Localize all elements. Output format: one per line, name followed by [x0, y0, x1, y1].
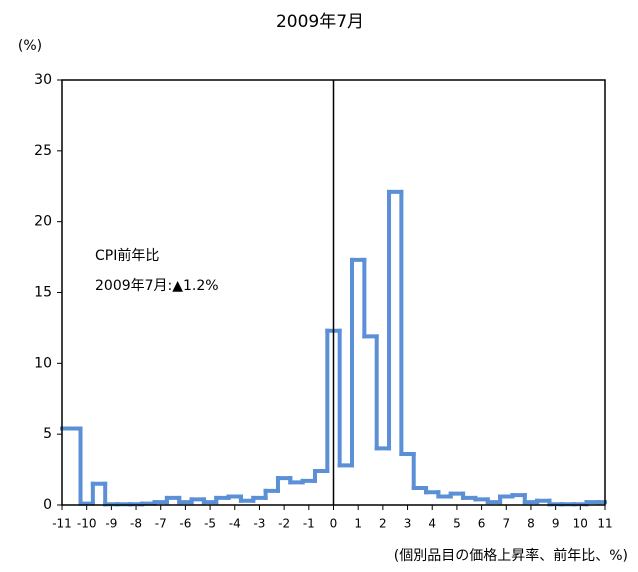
- x-tick-label: -4: [229, 517, 241, 531]
- annotation: CPI前年比: [95, 247, 159, 264]
- y-tick-label: 15: [34, 285, 52, 301]
- chart-title: 2009年7月: [276, 12, 364, 32]
- x-tick-label: 0: [330, 517, 338, 531]
- x-tick-label: 5: [453, 517, 461, 531]
- annotation: 2009年7月:▲1.2%: [95, 278, 219, 294]
- y-tick-label: 20: [34, 214, 52, 230]
- x-tick-label: 2: [379, 517, 387, 531]
- x-tick-label: 8: [527, 517, 535, 531]
- x-tick-label: 7: [502, 517, 510, 531]
- x-tick-label: -9: [105, 517, 117, 531]
- x-tick-label: -2: [278, 517, 290, 531]
- y-tick-label: 10: [34, 355, 52, 371]
- x-tick-label: 4: [428, 517, 436, 531]
- x-tick-label: -5: [204, 517, 216, 531]
- x-tick-label: 9: [552, 517, 560, 531]
- x-tick-label: -11: [52, 517, 72, 531]
- y-tick-label: 5: [43, 426, 52, 442]
- x-tick-label: 3: [404, 517, 412, 531]
- x-tick-label: -6: [179, 517, 191, 531]
- y-tick-label: 25: [34, 143, 52, 159]
- x-tick-label: 1: [354, 517, 362, 531]
- x-tick-label: 11: [597, 517, 612, 531]
- y-tick-label: 0: [43, 497, 52, 513]
- plot-frame: [61, 79, 606, 506]
- y-axis-label: (%): [18, 38, 42, 54]
- x-tick-label: -7: [155, 517, 167, 531]
- x-tick-label: -10: [77, 517, 97, 531]
- x-tick-label: -3: [253, 517, 265, 531]
- x-tick-label: -8: [130, 517, 142, 531]
- x-tick-label: -1: [303, 517, 315, 531]
- y-tick-label: 30: [34, 72, 52, 88]
- x-tick-label: 10: [573, 517, 588, 531]
- x-tick-label: 6: [478, 517, 486, 531]
- x-axis-label: (個別品目の価格上昇率、前年比、%): [394, 547, 628, 564]
